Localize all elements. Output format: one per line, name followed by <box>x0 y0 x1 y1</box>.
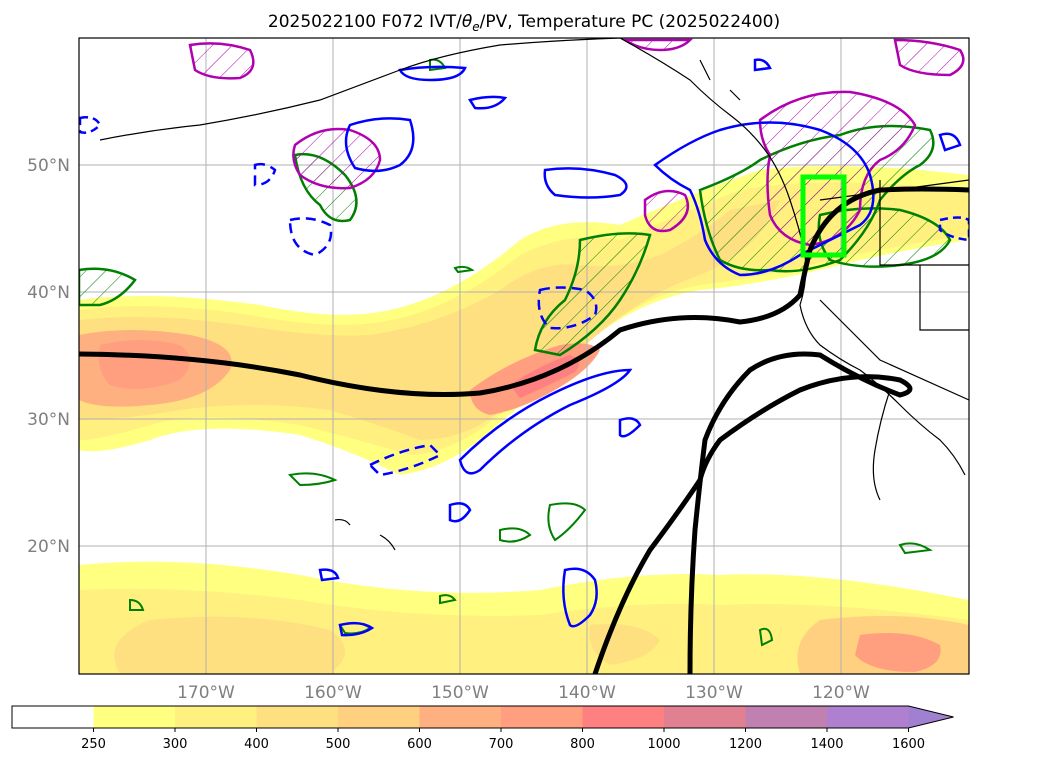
temperature-pc-lines <box>79 186 969 674</box>
colorbar-label: 400 <box>244 737 269 752</box>
colorbar-segment <box>175 706 257 728</box>
colorbar-segment <box>501 706 583 728</box>
map-frame <box>78 37 970 675</box>
colorbar-segment <box>12 706 94 728</box>
colorbar-segment <box>419 706 502 728</box>
lon-label-120w: 120°W <box>812 683 870 703</box>
lon-label-160w: 160°W <box>304 683 362 703</box>
colorbar: 250 300 400 500 600 700 800 1000 1200 1400 1600 <box>11 705 954 752</box>
colorbar-label: 1400 <box>810 737 843 752</box>
colorbar-segment <box>745 706 828 728</box>
colorbar-label: 1600 <box>892 737 925 752</box>
colorbar-segment <box>93 706 176 728</box>
lon-label-140w: 140°W <box>558 683 616 703</box>
colorbar-label: 1000 <box>647 737 680 752</box>
lon-label-150w: 150°W <box>431 683 489 703</box>
colorbar-label: 300 <box>163 737 188 752</box>
colorbar-label: 1200 <box>729 737 762 752</box>
colorbar-extend-arrow <box>908 706 954 728</box>
latitude-labels: 50°N 40°N 30°N 20°N <box>27 156 70 557</box>
colorbar-segment <box>256 706 339 728</box>
lat-label-40: 40°N <box>27 283 70 303</box>
colorbar-segment <box>338 706 420 728</box>
colorbar-label: 700 <box>489 737 514 752</box>
colorbar-outline <box>11 705 954 729</box>
colorbar-segment <box>827 706 909 728</box>
lon-label-130w: 130°W <box>685 683 743 703</box>
colorbar-label: 250 <box>81 737 106 752</box>
lat-label-20: 20°N <box>27 537 70 557</box>
lat-label-50: 50°N <box>27 156 70 176</box>
colorbar-label: 800 <box>570 737 595 752</box>
colorbar-label: 600 <box>407 737 432 752</box>
lon-label-170w: 170°W <box>177 683 235 703</box>
highlight-box <box>800 174 847 258</box>
lat-label-30: 30°N <box>27 410 70 430</box>
colorbar-segment <box>582 706 665 728</box>
figure-title: 2025022100 F072 IVT/θe/PV, Temperature P… <box>268 12 780 34</box>
colorbar-label: 500 <box>326 737 351 752</box>
longitude-labels: 170°W 160°W 150°W 140°W 130°W 120°W <box>177 683 870 703</box>
pv-hatched-regions <box>188 38 965 247</box>
colorbar-segment <box>664 706 746 728</box>
map-panel <box>79 38 969 674</box>
